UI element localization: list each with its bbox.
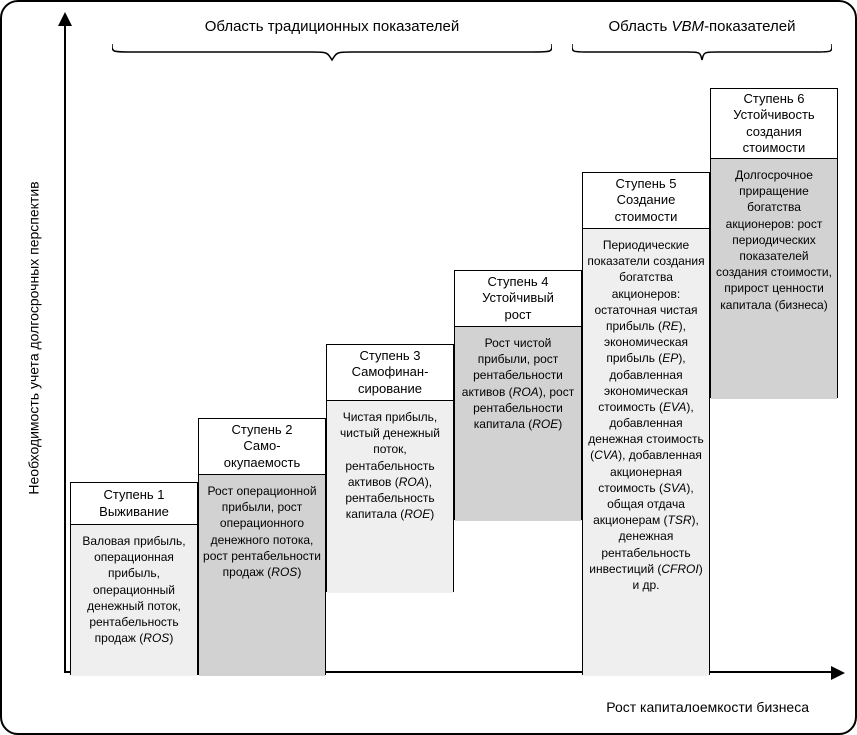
diagram-frame: Необходимость учета долгосрочных перспек… bbox=[0, 0, 857, 735]
step-3: Ступень 3Самофинан-сированиеЧистая прибы… bbox=[326, 344, 454, 592]
step-1-body: Валовая прибыль, операционная прибыль, о… bbox=[71, 525, 197, 676]
step-6-body: Долгосрочное приращение богатства акцион… bbox=[711, 159, 837, 399]
step-4-body: Рост чистой прибыли, рост рентабельности… bbox=[455, 327, 581, 521]
bracket-traditional-icon bbox=[112, 42, 552, 62]
step-6-title: Ступень 6Устойчивостьсозданиястоимости bbox=[711, 89, 837, 159]
region-label-vbm: Область VBM-показателей bbox=[572, 18, 832, 35]
step-1-title: Ступень 1Выживание bbox=[71, 483, 197, 525]
region-label-traditional: Область традиционных показателей bbox=[112, 18, 552, 35]
step-4: Ступень 4УстойчивыйростРост чистой прибы… bbox=[454, 270, 582, 520]
bracket-vbm-icon bbox=[572, 42, 832, 62]
y-axis-arrow-icon bbox=[58, 12, 72, 26]
step-5: Ступень 5СозданиестоимостиПериодические … bbox=[582, 172, 710, 675]
x-axis-label: Рост капиталоемкости бизнеса bbox=[64, 699, 837, 715]
region-label-vbm-text: Область VBM-показателей bbox=[609, 18, 796, 35]
step-1: Ступень 1ВыживаниеВаловая прибыль, опера… bbox=[70, 482, 198, 675]
y-axis-label-text: Необходимость учета долгосрочных перспек… bbox=[26, 181, 42, 494]
step-3-body: Чистая прибыль, чистый денежный поток, р… bbox=[327, 401, 453, 593]
step-6: Ступень 6УстойчивостьсозданиястоимостиДо… bbox=[710, 88, 838, 398]
step-2-body: Рост операционной прибыли, рост операцио… bbox=[199, 475, 325, 676]
step-2-title: Ступень 2Само-окупаемость bbox=[199, 419, 325, 475]
y-axis-label: Необходимость учета долгосрочных перспек… bbox=[14, 2, 54, 673]
step-3-title: Ступень 3Самофинан-сирование bbox=[327, 345, 453, 401]
step-5-body: Периодические показатели создания богатс… bbox=[583, 229, 709, 676]
x-axis-arrow-icon bbox=[831, 666, 845, 680]
y-axis bbox=[64, 20, 66, 673]
step-5-title: Ступень 5Созданиестоимости bbox=[583, 173, 709, 229]
step-4-title: Ступень 4Устойчивыйрост bbox=[455, 271, 581, 327]
step-2: Ступень 2Само-окупаемостьРост операционн… bbox=[198, 418, 326, 675]
